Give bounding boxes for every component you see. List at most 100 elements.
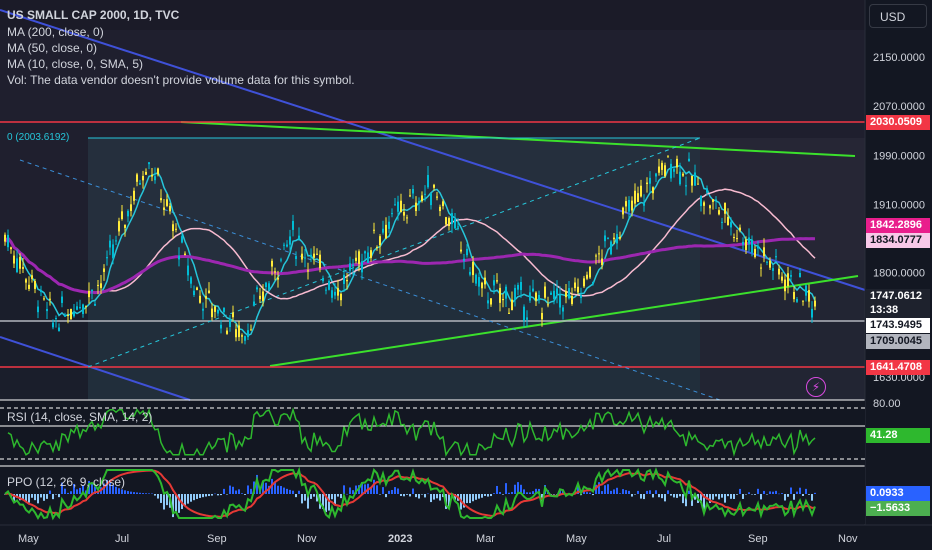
ppo-hist-bar <box>598 482 600 494</box>
candle-body <box>211 308 213 318</box>
ppo-hist-bar <box>442 494 444 498</box>
ppo-hist-bar <box>109 482 111 494</box>
channel-lower-line[interactable] <box>0 336 191 401</box>
candle-body <box>709 205 711 209</box>
ppo-hist-bar <box>190 494 192 502</box>
ma10-legend[interactable]: MA (10, close, 0, SMA, 5) <box>7 57 144 71</box>
candle-body <box>718 210 720 215</box>
currency-button[interactable]: USD <box>869 4 927 28</box>
ppo-hist-bar <box>199 494 201 498</box>
ppo-hist-bar <box>121 489 123 494</box>
ppo-hist-bar <box>277 485 279 494</box>
candle-body <box>85 305 87 307</box>
candle-body <box>13 255 15 264</box>
rsi-line[interactable] <box>7 407 816 457</box>
candle-body <box>520 282 522 291</box>
candle-body <box>181 236 183 243</box>
candle-body <box>733 237 735 239</box>
ppo-hist-bar <box>625 490 627 494</box>
price-axis[interactable]: 2150.0000 2070.0000 1990.0000 1910.0000 1800… <box>873 52 925 410</box>
ppo-hist-bar <box>313 494 315 497</box>
candle-body <box>166 199 168 206</box>
ppo-hist-bar <box>235 490 237 494</box>
candle-body <box>793 292 795 300</box>
ppo-line[interactable] <box>4 466 816 521</box>
time-axis[interactable]: May Jul Sep Nov 2023 Mar May Jul Sep Nov <box>18 533 858 545</box>
candle-body <box>145 171 147 175</box>
candle-body <box>34 280 36 289</box>
ppo-hist-bar <box>808 494 810 495</box>
candle-body <box>187 265 189 276</box>
fib-diagonal-up <box>87 137 701 368</box>
ppo-hist-bar <box>232 486 234 494</box>
candle-body <box>502 299 504 301</box>
ppo-hist-bar <box>157 494 159 499</box>
candle-body <box>151 174 153 177</box>
time-tick-label: Nov <box>838 533 858 545</box>
ppo-hist-bar <box>202 494 204 498</box>
candle-body <box>19 256 21 269</box>
price-box-ma50: 1834.0777 <box>866 233 930 248</box>
lightning-icon[interactable]: ⚡ <box>806 377 826 397</box>
ppo-hist-bar <box>634 494 636 495</box>
candle-body <box>253 301 255 306</box>
ppo-hist-bar <box>4 494 6 495</box>
candle-body <box>517 284 519 290</box>
ma50-legend[interactable]: MA (50, close, 0) <box>7 41 98 55</box>
ppo-histogram <box>4 474 816 518</box>
candle-body <box>595 255 597 257</box>
candle-body <box>97 284 99 286</box>
candle-body <box>523 306 525 321</box>
candle-body <box>205 296 207 299</box>
ppo-hist-bar <box>274 481 276 494</box>
ppo-hist-bar <box>802 494 804 496</box>
volume-legend[interactable]: Vol: The data vendor doesn't provide vol… <box>7 73 355 87</box>
candle-body <box>376 247 378 249</box>
ppo-hist-bar <box>409 494 411 497</box>
channel-upper-line[interactable] <box>0 9 866 291</box>
candle-body <box>148 162 150 165</box>
ma200-line[interactable] <box>3 236 816 295</box>
ppo-hist-bar <box>475 494 477 500</box>
ppo-hist-bar <box>529 492 531 494</box>
ma50-line[interactable] <box>4 188 816 300</box>
ppo-pane <box>0 467 865 524</box>
candle-body <box>469 271 471 275</box>
rsi-legend[interactable]: RSI (14, close, SMA, 14, 2) <box>7 410 153 424</box>
symbol-title[interactable]: US SMALL CAP 2000, 1D, TVC <box>7 7 179 23</box>
ppo-hist-bar <box>256 474 258 494</box>
ppo-hist-bar <box>613 489 615 494</box>
candle-body <box>550 292 552 295</box>
candle-body <box>763 247 765 257</box>
ppo-legend[interactable]: PPO (12, 26, 9, close) <box>7 475 126 489</box>
ppo-hist-bar <box>481 494 483 498</box>
ppo-hist-bar <box>85 490 87 494</box>
ppo-hist-bar <box>379 494 381 495</box>
ppo-hist-bar <box>382 487 384 494</box>
rsi-value-box: 41.28 <box>866 428 930 443</box>
candle-body <box>457 226 459 228</box>
ppo-hist-bar <box>244 494 246 495</box>
ppo-hist-bar <box>13 494 15 501</box>
candle-body <box>7 234 9 248</box>
candle-body <box>241 335 243 337</box>
candle-body <box>544 286 546 298</box>
ma200-legend[interactable]: MA (200, close, 0) <box>7 25 104 39</box>
price-box-resistance: 2030.0509 <box>866 115 930 130</box>
candle-body <box>487 300 489 304</box>
ppo-hist-bar <box>814 492 816 494</box>
candles <box>4 152 816 345</box>
ppo-hist-bar <box>775 490 777 494</box>
candle-body <box>217 309 219 314</box>
ppo-hist-bar <box>592 494 594 496</box>
candle-body <box>715 199 717 201</box>
ppo-hist-bar <box>679 494 681 497</box>
upper-trend-line[interactable] <box>180 121 856 157</box>
candle-body <box>346 279 348 282</box>
ppo-hist-bar <box>79 487 81 494</box>
ppo-hist-bar <box>793 494 795 500</box>
candle-body <box>118 221 120 232</box>
ppo-hist-bar <box>40 494 42 498</box>
candle-body <box>37 306 39 313</box>
